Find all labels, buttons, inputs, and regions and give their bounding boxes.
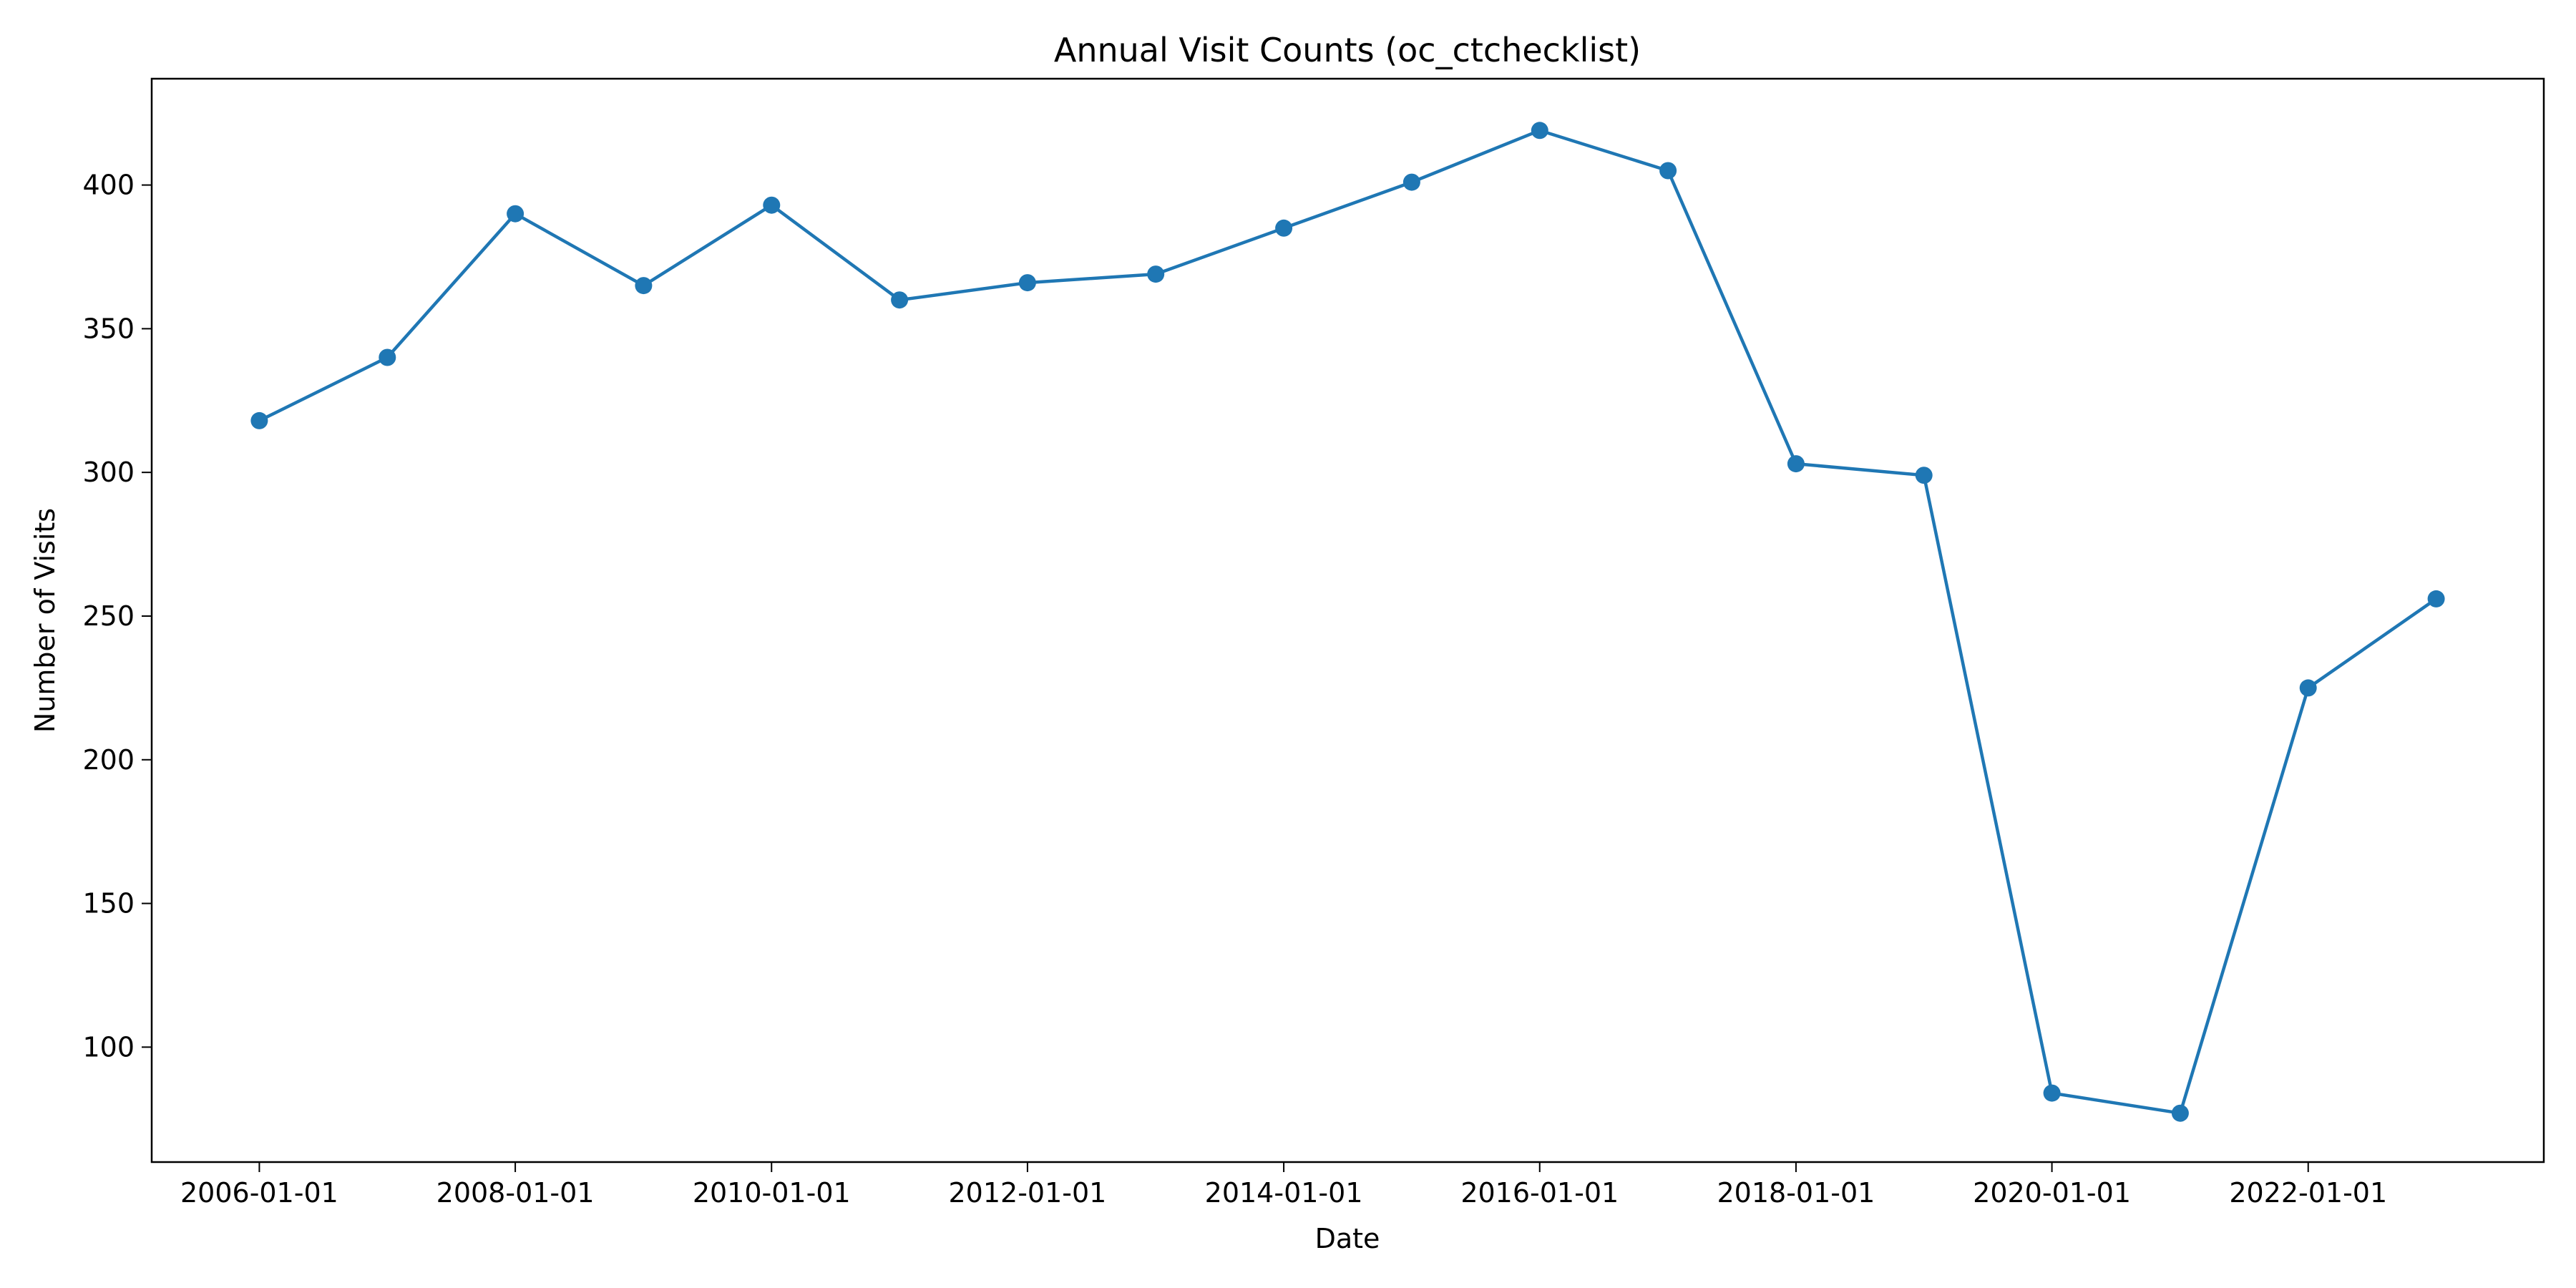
data-point — [1018, 274, 1036, 292]
series-line — [258, 129, 2437, 1115]
x-tick-label: 2018-01-01 — [1717, 1177, 1875, 1209]
x-tick-label: 2010-01-01 — [693, 1177, 851, 1209]
y-tick-label: 400 — [82, 170, 135, 201]
plot-frame — [150, 77, 2545, 1163]
x-tick-label: 2016-01-01 — [1460, 1177, 1619, 1209]
data-point — [250, 411, 268, 429]
series-line-group — [250, 122, 2445, 1122]
y-tick-label: 250 — [82, 600, 135, 632]
x-tick-label: 2006-01-01 — [180, 1177, 338, 1209]
x-tick-label: 2014-01-01 — [1205, 1177, 1363, 1209]
data-point — [763, 196, 781, 214]
y-tick-label: 150 — [82, 888, 135, 919]
y-tick-label: 200 — [82, 744, 135, 776]
data-point — [635, 277, 653, 295]
x-axis: 2006-01-01 2008-01-01 2010-01-01 2012-01-01… — [180, 1162, 2387, 1209]
x-tick-label: 2008-01-01 — [436, 1177, 595, 1209]
data-point — [507, 205, 525, 223]
data-point — [1147, 265, 1165, 283]
data-point — [891, 291, 909, 309]
x-tick-label: 2012-01-01 — [948, 1177, 1106, 1209]
x-tick-label: 2022-01-01 — [2229, 1177, 2387, 1209]
data-point — [1402, 173, 1420, 191]
y-axis-label: Number of Visits — [29, 508, 61, 733]
chart-title: Annual Visit Counts (oc_ctchecklist) — [1054, 31, 1641, 69]
x-axis-label: Date — [1315, 1223, 1380, 1254]
data-point — [1915, 467, 1933, 484]
data-point — [2427, 590, 2445, 608]
y-tick-label: 100 — [82, 1031, 135, 1063]
x-tick-label: 2020-01-01 — [1973, 1177, 2131, 1209]
data-point — [379, 348, 396, 366]
data-point — [1275, 219, 1293, 237]
y-tick-label: 350 — [82, 313, 135, 344]
data-point — [2299, 679, 2317, 697]
data-point — [2171, 1104, 2189, 1122]
data-point — [2043, 1084, 2061, 1102]
y-axis: 100 150 200 250 300 350 400 — [82, 170, 152, 1063]
data-point — [1787, 455, 1805, 473]
data-point — [1531, 122, 1548, 140]
y-tick-label: 300 — [82, 457, 135, 488]
data-point — [1659, 162, 1677, 180]
